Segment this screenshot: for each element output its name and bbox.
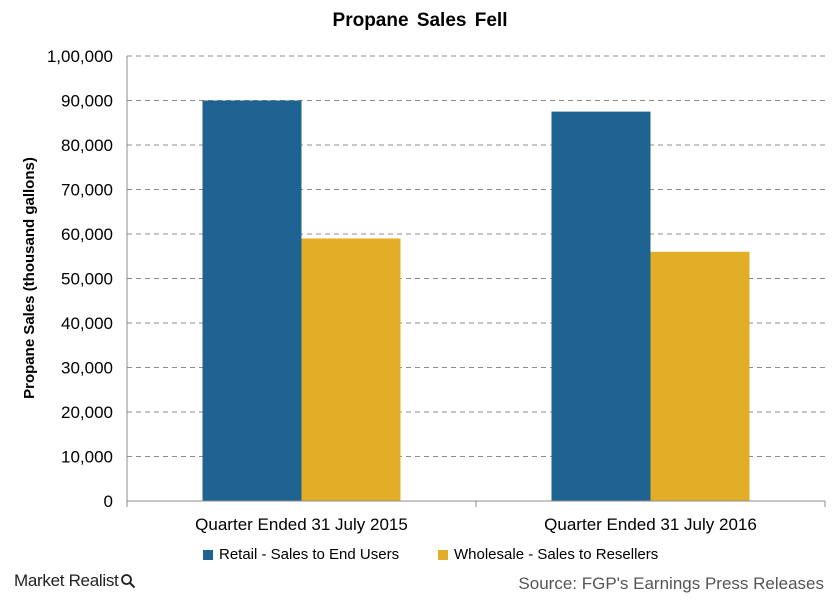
x-tick-label: Quarter Ended 31 July 2015 xyxy=(195,515,408,534)
x-tick-label: Quarter Ended 31 July 2016 xyxy=(544,515,757,534)
bar-wholesale xyxy=(301,238,401,501)
y-tick-label: 0 xyxy=(104,492,113,511)
y-tick-label: 50,000 xyxy=(61,270,113,289)
y-tick-label: 80,000 xyxy=(61,136,113,155)
y-tick-label: 10,000 xyxy=(61,448,113,467)
chart-title: Propane Sales Fell xyxy=(332,10,508,31)
bar-wholesale xyxy=(650,251,750,501)
y-tick-label: 20,000 xyxy=(61,403,113,422)
bar-retail xyxy=(551,111,651,501)
y-tick-label: 90,000 xyxy=(61,92,113,111)
magnifier-icon xyxy=(121,574,136,589)
legend-label-retail: Retail - Sales to End Users xyxy=(219,546,400,563)
y-tick-label: 30,000 xyxy=(61,359,113,378)
bar-retail xyxy=(202,100,302,501)
legend-swatch-wholesale xyxy=(438,549,448,560)
legend-swatch-retail xyxy=(203,549,213,560)
bars xyxy=(202,100,750,501)
y-tick-label: 70,000 xyxy=(61,181,113,200)
axes: 0 10,000 20,000 30,000 40,000 50,000 60,000 70,… xyxy=(47,47,826,534)
y-axis-label: Propane Sales (thousand gallons) xyxy=(21,157,38,399)
y-tick-label: 60,000 xyxy=(61,225,113,244)
y-tick-label: 40,000 xyxy=(61,314,113,333)
y-tick-label: 1,00,000 xyxy=(47,47,113,66)
brand-logo: Market Realist xyxy=(14,571,136,591)
source-note: Source: FGP's Earnings Press Releases xyxy=(518,574,824,593)
legend-label-wholesale: Wholesale - Sales to Resellers xyxy=(454,546,659,563)
legend-item-wholesale: Wholesale - Sales to Resellers xyxy=(438,546,658,563)
legend-item-retail: Retail - Sales to End Users xyxy=(203,546,399,563)
brand-name: Market Realist xyxy=(14,571,119,590)
